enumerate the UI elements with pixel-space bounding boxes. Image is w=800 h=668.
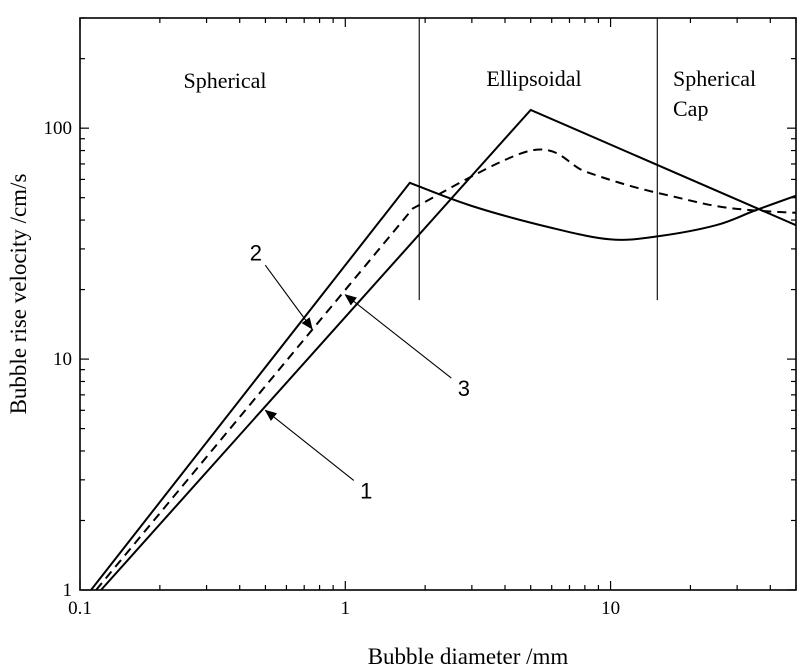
curve-label-1: 1 [360,478,372,503]
region-label-spherical-cap: Spherical Cap [673,66,756,121]
region-label-line: Cap [673,96,708,121]
series-lines [90,108,796,590]
series-line-1 [100,108,796,590]
y-tick-label: 10 [53,349,72,370]
x-tick-label: 10 [601,598,620,619]
curve-pointer-1 [264,409,355,481]
region-label-line: Spherical [673,66,756,91]
x-tick-label: 1 [341,598,351,619]
region-label-ellipsoidal: Ellipsoidal [486,66,581,91]
region-dividers [418,18,658,301]
curve-pointer-3 [344,294,452,379]
x-axis-label: Bubble diameter /mm [368,644,569,668]
x-tick-label: 0.1 [68,598,92,619]
curve-label-3: 3 [458,376,470,401]
curve-pointer-2 [264,264,313,330]
y-tick-label: 100 [44,118,73,139]
y-tick-label: 1 [63,580,73,601]
y-axis-label: Bubble rise velocity /cm/s [6,174,31,415]
plot-frame [79,17,797,591]
axes [79,17,797,591]
series-line-2 [90,181,796,590]
region-label-spherical: Spherical [183,68,266,93]
curve-label-2: 2 [250,240,262,265]
curve-label-pointers: 1 2 3 [250,240,470,503]
series-line-3 [95,148,796,590]
